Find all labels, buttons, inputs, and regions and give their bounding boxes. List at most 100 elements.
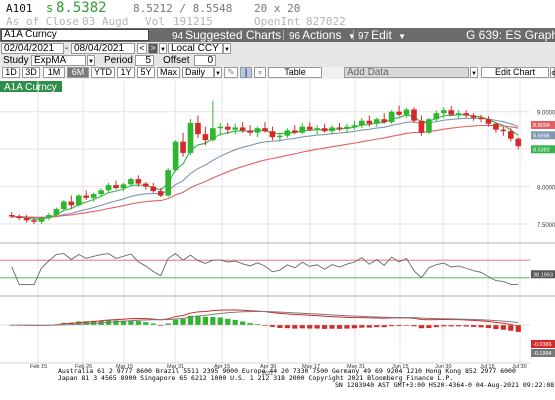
candle-body [314,128,320,130]
period-1y-button[interactable]: 1Y [117,67,135,78]
candle-body [262,128,268,132]
offset-input[interactable]: 0 [194,55,216,66]
macd-signal-line [11,310,519,326]
date-range-bar: 02/04/2021 - 08/04/2021 < > ▼ Local CCY … [0,42,555,55]
currency-select[interactable]: Local CCY [168,43,223,54]
x-tick-label: Jul 15 [480,364,495,370]
period-1m-button[interactable]: 1M [43,67,65,78]
candle-body [381,119,388,123]
macd-histogram-bar [463,325,469,327]
settings-button[interactable]: ⚙ [550,67,555,78]
candle-body [418,120,425,133]
candle-body [269,131,276,138]
ema-line [11,124,519,218]
year-label: 2021 [262,371,273,377]
vol-label: Vol [145,15,165,28]
candle-body [239,127,246,131]
macd-histogram-bar [210,316,216,325]
candle-body [202,134,209,141]
add-data-dropdown[interactable]: ▼ [470,67,478,78]
x-tick-label: Jun 15 [392,364,409,370]
rsi-tag-box [531,270,555,279]
macd-histogram-bar [389,325,395,327]
table-button[interactable]: Table [268,67,322,78]
period-1d-button[interactable]: 1D [2,67,20,78]
macd-tag-label: -0.1994 [533,351,552,357]
macd-histogram-bar [411,325,417,327]
candle-body [224,126,231,130]
last-price: 8.5382 [56,0,107,16]
period-6m-button[interactable]: 6M [67,67,89,78]
study-dropdown-button[interactable]: ▼ [87,55,95,66]
draw-tool-button[interactable]: ✎ [224,67,238,78]
chevron-down-icon: ▼ [471,71,477,77]
period-3d-button[interactable]: 3D [22,67,40,78]
price-tag-label: 8.8094 [533,123,550,129]
macd-histogram-bar [329,325,335,329]
candle-body [135,179,142,184]
candle-body [68,201,75,206]
footer-line-3: SN 1283940 AST GMT+3:00 H520-4364-0 04-A… [335,381,554,389]
period-5y-button[interactable]: 5Y [137,67,155,78]
edit-button[interactable]: 97 Edit ▼ [358,28,406,42]
macd-histogram-bar [433,325,439,328]
add-data-input[interactable]: Add Data [344,67,469,78]
candle-body [336,127,343,129]
candle-body [321,128,328,132]
candle-body [187,122,194,153]
candle-body [306,126,313,130]
suggested-charts-button[interactable]: 94 Suggested Charts [172,28,281,42]
x-tick-label: Mar 15 [116,364,133,370]
candle-body [128,179,134,185]
ticker-label: A101 [6,2,33,15]
frequency-select[interactable]: Daily [182,67,214,78]
ema-line [11,117,519,219]
footer-line-1: Australia 61 2 9777 8600 Brazil 5511 239… [58,367,516,375]
end-date-field[interactable]: 08/04/2021 [71,43,135,54]
candle-body [426,119,432,133]
macd-histogram-bar [321,325,328,329]
candle-body [46,215,52,219]
candle-body [61,201,67,210]
candle-body [284,130,291,136]
chart-tool-button[interactable]: ▫ [254,67,266,78]
candle-body [165,170,171,196]
offset-label: Offset [163,55,190,66]
next-range-button[interactable]: > [148,43,158,54]
period-max-button[interactable]: Max [157,67,180,78]
candle-body [157,191,164,196]
prev-range-button[interactable]: < [137,43,147,54]
crosshair-tool-button[interactable]: | [240,67,252,78]
x-tick-label: Mar 31 [167,364,184,370]
frequency-dropdown-button[interactable]: ▼ [214,67,222,78]
macd-histogram-bar [441,325,447,327]
macd-histogram-bar [240,321,246,325]
security-input[interactable]: A1A Curncy [1,29,149,41]
actions-button[interactable]: 96 Actions ▼ [289,28,356,42]
period-ytd-button[interactable]: YTD [91,67,115,78]
actions-label: Actions [302,28,342,42]
candle-body [373,119,380,124]
close-date: 03 Augd [82,15,129,28]
range-dropdown-button[interactable]: ▼ [159,43,167,54]
candle-body [463,113,469,116]
period-input[interactable]: 5 [135,55,154,66]
start-date-field[interactable]: 02/04/2021 [1,43,64,54]
candle-body [90,194,97,198]
macd-histogram-bar [478,325,484,328]
macd-histogram-bar [202,316,209,325]
macd-histogram-bar [426,325,432,328]
macd-histogram-bar [500,325,506,330]
study-select[interactable]: ExpMA [31,55,86,66]
edit-shortcut: 97 [358,31,370,42]
edit-chart-button[interactable]: Edit Chart [481,67,549,78]
candle-body [351,125,358,127]
edit-label: Edit [371,28,392,42]
candle-body [217,126,224,129]
candle-body [396,111,402,115]
openint-value: 827022 [306,15,346,28]
currency-dropdown-button[interactable]: ▼ [223,43,231,54]
x-tick-label: May 17 [302,364,320,370]
macd-histogram-bar [493,325,499,330]
